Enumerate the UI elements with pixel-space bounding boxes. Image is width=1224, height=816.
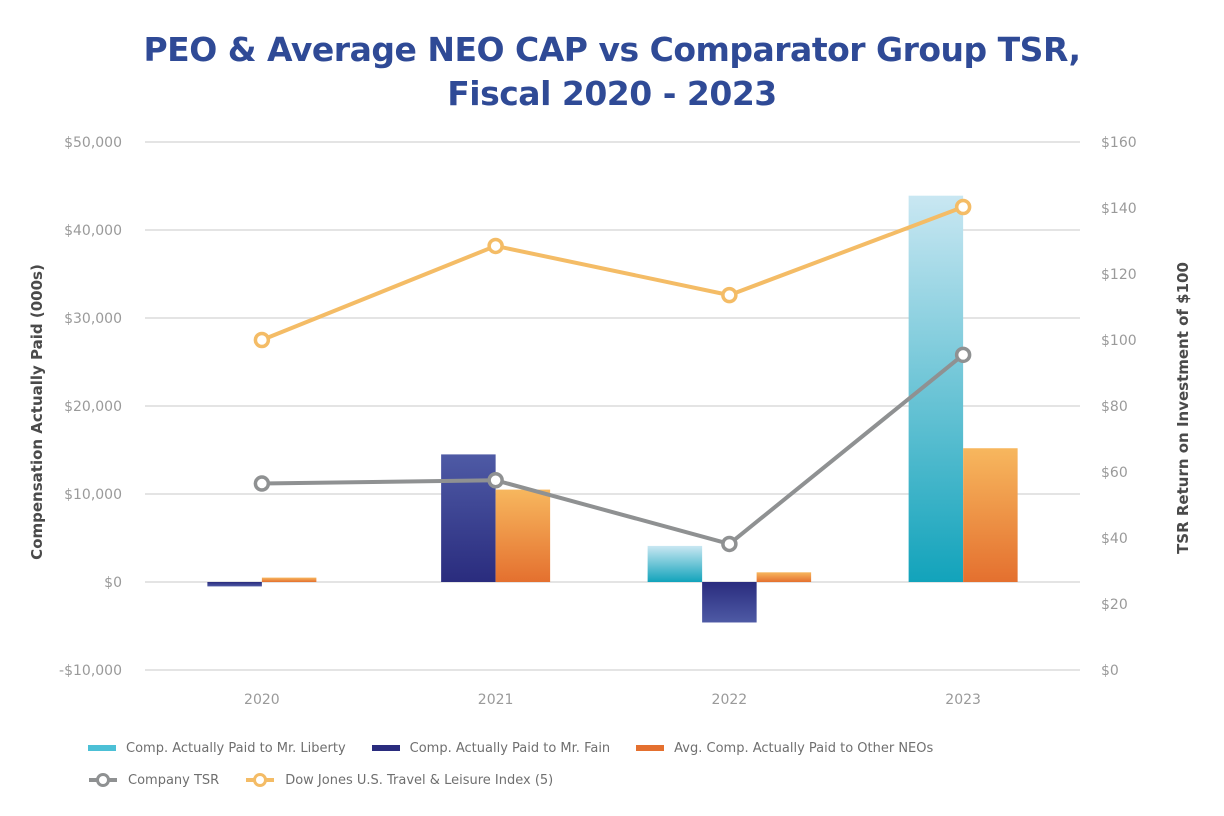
left-axis-tick-label: $10,000 — [64, 487, 122, 503]
lines — [253, 198, 972, 553]
chart-title-line-1: PEO & Average NEO CAP vs Comparator Grou… — [143, 30, 1082, 69]
point-dow-jones-2023 — [954, 198, 972, 216]
bar-liberty-2022 — [647, 545, 703, 582]
right-axis-tick-label: $60 — [1101, 465, 1128, 481]
legend-label: Comp. Actually Paid to Mr. Liberty — [126, 740, 346, 756]
left-axis-tick-label: -$10,000 — [59, 663, 122, 679]
point-dow-jones-2021 — [487, 237, 504, 255]
right-axis-ticks: $0 $20 $40 $60 $80 $100 $120 $140 $160 — [1101, 135, 1137, 679]
x-axis-tick-label: 2020 — [244, 692, 280, 708]
left-axis-tick-label: $50,000 — [64, 135, 122, 151]
left-axis-tick-label: $40,000 — [64, 223, 122, 239]
legend-label: Company TSR — [128, 772, 220, 788]
legend-label: Dow Jones U.S. Travel & Leisure Index (5… — [285, 772, 554, 788]
right-axis-tick-label: $0 — [1101, 663, 1119, 679]
x-axis-tick-label: 2023 — [945, 692, 981, 708]
bar-fain-2021 — [441, 454, 496, 582]
legend-label: Avg. Comp. Actually Paid to Other NEOs — [674, 740, 934, 756]
legend-swatch-liberty — [88, 745, 116, 751]
line-company-tsr — [261, 353, 965, 546]
x-axis-ticks: 2020 2021 2022 2023 — [244, 692, 981, 708]
bars — [207, 195, 1018, 623]
bar-other-neos-2023 — [963, 448, 1018, 582]
legend-item-dow-jones: Dow Jones U.S. Travel & Leisure Index (5… — [245, 772, 553, 788]
bar-other-neos-2021 — [495, 489, 551, 582]
left-axis-ticks: -$10,000 $0 $10,000 $20,000 $30,000 $40,000 $5… — [59, 135, 122, 679]
chart-title: PEO & Average NEO CAP vs Comparator Grou… — [0, 28, 1224, 116]
x-axis-tick-label: 2021 — [478, 692, 514, 708]
legend-item-liberty: Comp. Actually Paid to Mr. Liberty — [88, 741, 346, 756]
bar-other-neos-2022 — [756, 572, 812, 582]
left-axis-tick-label: $20,000 — [64, 399, 122, 415]
chart-title-line-2: Fiscal 2020 - 2023 — [447, 74, 777, 113]
point-dow-jones-2022 — [721, 286, 738, 304]
right-axis-tick-label: $20 — [1101, 597, 1128, 613]
point-company-tsr-2021 — [487, 472, 504, 489]
point-company-tsr-2023 — [954, 346, 972, 364]
x-axis-tick-label: 2022 — [712, 692, 748, 708]
legend-item-fain: Comp. Actually Paid to Mr. Fain — [371, 740, 611, 756]
bar-other-neos-2020 — [261, 577, 317, 582]
legend-item-other-neos: Avg. Comp. Actually Paid to Other NEOs — [636, 741, 933, 756]
legend-swatch-fain — [371, 745, 400, 751]
right-axis-tick-label: $160 — [1101, 135, 1137, 151]
line-dow-jones — [261, 205, 964, 342]
point-company-tsr-2022 — [721, 535, 738, 553]
left-axis-title: Compensation Actually Paid (000s) — [28, 264, 46, 560]
left-axis-tick-label: $30,000 — [64, 311, 122, 327]
bar-liberty-2023 — [908, 195, 964, 582]
legend-item-company-tsr: Company TSR — [88, 772, 219, 788]
legend-swatch-dow-jones — [246, 773, 275, 787]
left-axis-tick-label: $0 — [104, 575, 122, 591]
legend: Comp. Actually Paid to Mr. Liberty Comp. … — [88, 732, 959, 796]
right-axis-tick-label: $80 — [1101, 399, 1128, 415]
point-company-tsr-2020 — [253, 475, 271, 492]
right-axis-tick-label: $100 — [1101, 333, 1137, 349]
right-axis-tick-label: $140 — [1101, 201, 1137, 217]
point-dow-jones-2020 — [253, 331, 271, 349]
right-axis-title: TSR Return on Investment of $100 — [1174, 262, 1192, 554]
legend-swatch-company-tsr — [89, 773, 117, 787]
right-axis-tick-label: $40 — [1101, 531, 1128, 547]
legend-swatch-other-neos — [636, 745, 665, 751]
bar-fain-2022 — [702, 582, 757, 623]
bar-fain-2020 — [207, 582, 262, 587]
right-axis-tick-label: $120 — [1101, 267, 1137, 283]
legend-label: Comp. Actually Paid to Mr. Fain — [409, 740, 611, 756]
